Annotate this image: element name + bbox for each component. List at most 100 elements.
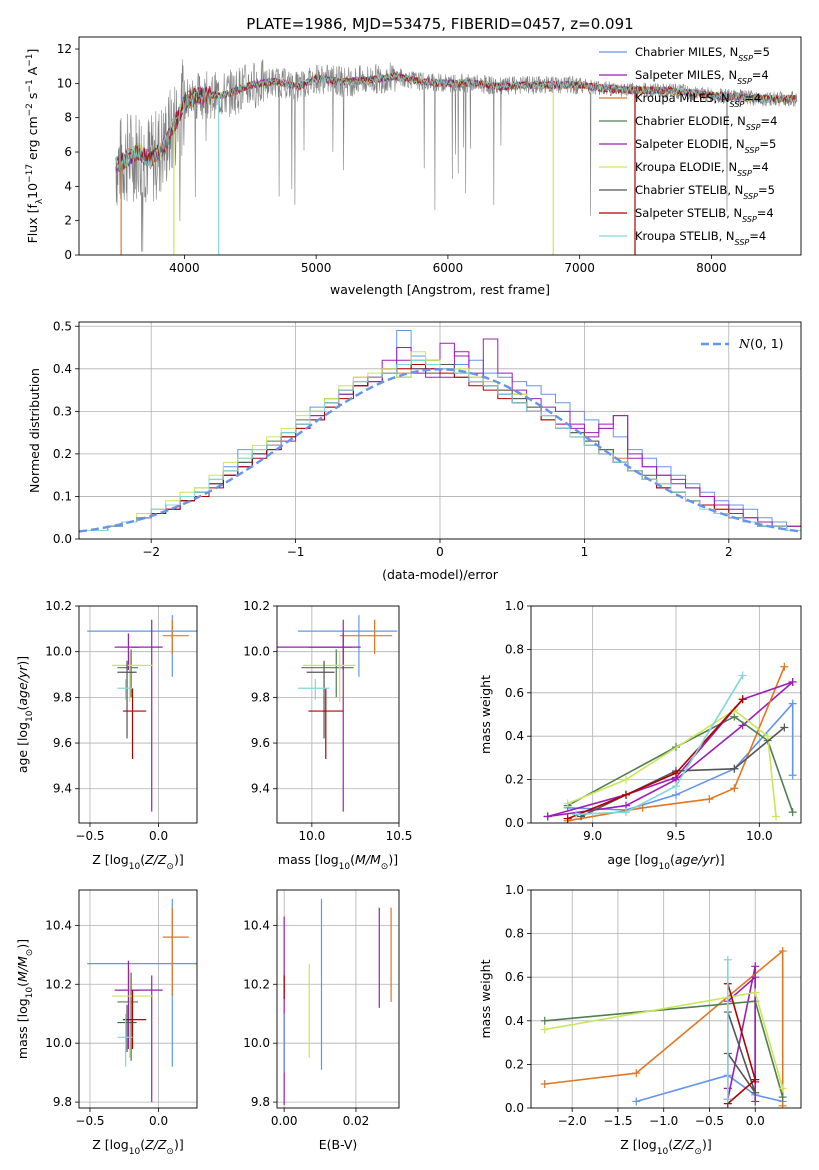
y-tick-label: 10.0 [243,645,270,659]
x-tick-label: −2 [142,545,160,559]
x-tick-label: 0 [436,545,444,559]
weight-point [772,812,780,821]
x-axis-label: mass [log10(M/M⊙)] [278,852,398,872]
y-tick-label: 12 [57,42,72,56]
axes-frame [78,605,198,824]
legend-label: N(0, 1) [738,336,784,351]
weight-point [572,810,580,819]
legend-label-tail: =4 [752,160,769,174]
weight-point [778,1101,787,1108]
weight-point [730,764,739,773]
legend-label: Kroupa ELODIE, NSSP=4 [635,160,769,178]
weight-point [751,1088,760,1097]
x-tick-label: −0.5 [695,1114,724,1128]
y-tick-label: 10.2 [45,599,72,613]
weight-point [788,808,797,817]
y-axis-label-part: ( [15,706,30,711]
y-tick-label: 0.6 [505,970,524,984]
y-axis-label-part: )] [15,656,30,666]
legend-label-main: Kroupa STELIB, N [635,229,735,243]
y-tick-label: 0.5 [53,319,72,333]
axes-frame [78,889,198,1109]
weight-line-chabrier-miles [636,1074,783,1103]
y-tick-label: 10.0 [45,1036,72,1050]
x-tick-label: −1.5 [603,1114,632,1128]
y-tick-label: 0.4 [505,729,524,743]
axes-frame [78,321,802,540]
x-axis-label: (data-model)/error [382,567,499,582]
y-tick-label: 9.8 [251,690,270,704]
x-tick-label: 9.0 [583,829,602,843]
x-axis-label-part: M/M [355,852,381,867]
x-tick-label: 2 [725,545,733,559]
x-tick-label: −1 [287,545,305,559]
x-axis-label-part: age [log [607,852,658,867]
x-axis-label-part: Z/Z [144,852,167,867]
y-axis-label-part: λ [35,198,45,204]
axes-frame [530,605,802,824]
y-axis-label-part: ] [25,49,40,54]
legend-label-sub: SSP [737,77,752,86]
y-tick-label: 0.0 [53,532,72,546]
x-tick-label: −2.0 [558,1114,587,1128]
panel-Z-weight: −2.0 −1.5 −1.0 −0.5 0.0 0.0 0.2 0.4 0.6 0.8 1.0 Z [… [478,883,802,1157]
legend-label: Kroupa MILES, NSSP=4 [635,91,761,109]
panel-age-weight: 9.0 9.5 10.0 0.0 0.2 0.4 0.6 0.8 1.0 age [log10(a… [478,599,802,872]
legend-label-sub: SSP [743,192,758,201]
x-tick-label: 4000 [169,261,200,275]
y-axis-label: mass weight [478,959,493,1038]
weight-point [540,1025,549,1034]
legend-label: Salpeter ELODIE, NSSP=5 [635,137,776,155]
axes-frame [78,36,802,256]
legend-label-tail: =4 [761,114,778,128]
x-tick-label: 5000 [301,261,332,275]
legend-label-sub: SSP [735,238,750,247]
weight-point [788,677,797,686]
y-tick-label: 0.2 [53,447,72,461]
weight-point [632,1097,641,1106]
x-axis-label-part: Z/Z [672,1137,695,1152]
y-axis-label: mass [log10(M/M⊙)] [15,939,35,1059]
axes-frame [530,889,802,1109]
legend-label-main: Chabrier ELODIE, N [635,114,746,128]
weight-line-chabrier-miles [567,701,794,811]
spectrum-data-line [115,59,798,252]
x-tick-label: 9.5 [666,829,685,843]
y-axis-label-part: )] [15,939,30,949]
plot-area-ebv-mass [277,890,399,1108]
weight-line-kroupa-stelib [575,674,744,816]
weight-point [672,769,680,778]
legend-label: Chabrier MILES, NSSP=5 [635,45,770,63]
plot-area-Z-mass [79,890,197,1108]
x-tick-label: 1 [581,545,589,559]
plot-area-residuals [79,322,801,539]
weight-point [778,1084,787,1093]
y-tick-label: 0.2 [505,1057,524,1071]
x-axis-label-part: ⊙ [381,862,389,872]
legend-label-tail: =4 [757,206,774,220]
legend-label-tail: =5 [759,137,776,151]
legend-label-tail: =5 [753,45,770,59]
weight-point [751,988,760,997]
y-tick-label: 10.2 [243,599,270,613]
y-tick-label: 0.8 [505,927,524,941]
weight-point [723,955,732,964]
weight-point [563,799,572,808]
legend-label-sub: SSP [737,169,752,178]
x-axis-label-part: )] [702,1137,712,1152]
weight-point [723,1095,732,1104]
weight-point [622,808,630,817]
y-tick-label: 10.2 [243,977,270,991]
plot-area-spectrum [115,59,798,255]
y-tick-label: 10.0 [243,1036,270,1050]
normal-curve [79,368,801,533]
legend-label-tail: (0, 1) [750,336,784,351]
y-axis-label-part: age [log [15,722,30,773]
x-axis-label-part: (data-model)/error [382,567,499,582]
x-tick-label: 0.0 [149,1114,168,1128]
legend-label-main: Salpeter MILES, N [635,68,737,82]
x-axis-label-part: wavelength [Angstrom, rest frame] [330,282,550,297]
legend-label-main: Kroupa ELODIE, N [635,160,737,174]
y-tick-label: 9.6 [53,736,72,750]
